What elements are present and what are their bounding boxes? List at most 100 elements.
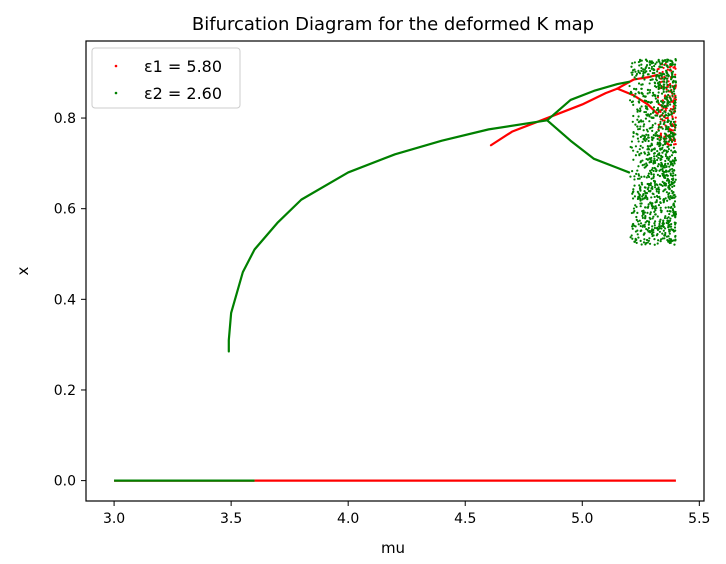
chaotic-point bbox=[637, 165, 640, 168]
chaotic-point bbox=[658, 197, 662, 200]
chaotic-point bbox=[652, 228, 655, 232]
chaotic-point bbox=[651, 138, 654, 142]
chaotic-point bbox=[668, 232, 671, 235]
chaotic-point bbox=[638, 110, 642, 113]
chaotic-point bbox=[669, 184, 672, 187]
chaotic-point bbox=[667, 157, 671, 160]
chaotic-point bbox=[674, 235, 677, 238]
chaotic-point bbox=[660, 100, 663, 103]
chaotic-point bbox=[663, 234, 666, 237]
chaotic-point bbox=[630, 71, 633, 74]
chaotic-point bbox=[647, 175, 651, 179]
chaotic-point bbox=[645, 128, 649, 131]
chaotic-point bbox=[671, 167, 674, 171]
chaotic-point bbox=[662, 201, 665, 204]
chaotic-point bbox=[654, 97, 657, 100]
chaotic-point bbox=[674, 73, 677, 76]
chaotic-point bbox=[645, 138, 648, 141]
x-tick-label: 4.0 bbox=[337, 511, 359, 527]
chaotic-point bbox=[648, 63, 652, 66]
chaotic-point bbox=[649, 184, 652, 187]
chaotic-point bbox=[672, 133, 675, 136]
chaotic-point bbox=[661, 77, 664, 80]
chaotic-point bbox=[667, 222, 670, 225]
chaotic-point bbox=[669, 63, 672, 67]
chaotic-point bbox=[673, 226, 677, 229]
chaotic-point bbox=[662, 106, 665, 109]
chaotic-point bbox=[666, 217, 669, 220]
chaotic-point bbox=[647, 172, 651, 175]
chaotic-point bbox=[641, 146, 644, 149]
chaotic-point bbox=[649, 182, 653, 185]
chaotic-point bbox=[663, 116, 666, 119]
chaotic-point bbox=[639, 202, 642, 205]
chaotic-point bbox=[666, 199, 669, 202]
chaotic-point bbox=[667, 170, 670, 173]
chaotic-point bbox=[672, 120, 676, 124]
chaotic-point bbox=[666, 162, 670, 165]
chaotic-point bbox=[650, 196, 653, 199]
chaotic-point bbox=[671, 131, 674, 134]
chaotic-point bbox=[643, 197, 646, 200]
chaotic-point bbox=[670, 180, 673, 184]
chaotic-point bbox=[668, 237, 671, 240]
chaotic-point bbox=[637, 236, 640, 239]
chaotic-point bbox=[641, 76, 644, 79]
chaotic-point bbox=[672, 87, 676, 90]
chaotic-point bbox=[670, 60, 674, 63]
chaotic-point bbox=[670, 64, 674, 67]
chaotic-point bbox=[666, 142, 669, 146]
chaotic-point bbox=[633, 175, 636, 178]
chaotic-point bbox=[664, 76, 667, 80]
chaotic-point bbox=[643, 68, 646, 71]
chaotic-point bbox=[659, 201, 662, 204]
chaotic-point bbox=[670, 111, 673, 114]
series-2-branch-3 bbox=[546, 119, 631, 174]
chaotic-point bbox=[659, 154, 663, 158]
chaotic-point bbox=[659, 132, 663, 135]
chaotic-point bbox=[654, 201, 657, 204]
chaotic-point bbox=[664, 128, 668, 131]
chaotic-point bbox=[647, 203, 650, 206]
chaotic-point bbox=[657, 101, 660, 105]
chaotic-point bbox=[646, 60, 649, 63]
chaotic-point bbox=[666, 66, 670, 69]
series-1-branch-3 bbox=[616, 87, 659, 115]
chaotic-point bbox=[639, 197, 642, 201]
chaotic-point bbox=[643, 99, 646, 102]
chaotic-point bbox=[668, 192, 671, 195]
chaotic-point bbox=[647, 239, 650, 242]
chaotic-point bbox=[639, 199, 642, 202]
chaotic-point bbox=[666, 59, 669, 62]
chaotic-point bbox=[656, 141, 659, 144]
chaotic-point bbox=[641, 164, 644, 167]
chaotic-point bbox=[646, 211, 649, 214]
chaotic-point bbox=[645, 107, 648, 110]
chaotic-point bbox=[640, 175, 643, 178]
chaotic-point bbox=[655, 199, 658, 202]
chaotic-point bbox=[671, 91, 674, 94]
chaotic-point bbox=[642, 137, 645, 141]
chaotic-point bbox=[668, 198, 671, 201]
chaotic-point bbox=[643, 232, 646, 235]
chaotic-point bbox=[650, 136, 653, 139]
chaotic-point bbox=[662, 219, 665, 222]
chaotic-point bbox=[644, 206, 647, 209]
chaotic-point bbox=[663, 216, 667, 220]
chaotic-point bbox=[651, 91, 655, 94]
chaotic-point bbox=[654, 220, 657, 223]
chaotic-point bbox=[674, 239, 677, 242]
chaotic-point bbox=[669, 138, 672, 142]
chaotic-point bbox=[645, 64, 649, 67]
chaotic-point bbox=[629, 175, 632, 178]
chaotic-point bbox=[636, 108, 639, 111]
chaotic-point bbox=[668, 113, 671, 116]
chaotic-point bbox=[642, 241, 646, 244]
chaotic-point bbox=[632, 131, 635, 135]
chaotic-point bbox=[637, 140, 640, 143]
chaotic-point bbox=[653, 243, 656, 246]
chaotic-point bbox=[660, 225, 663, 228]
chaotic-point bbox=[671, 191, 674, 195]
